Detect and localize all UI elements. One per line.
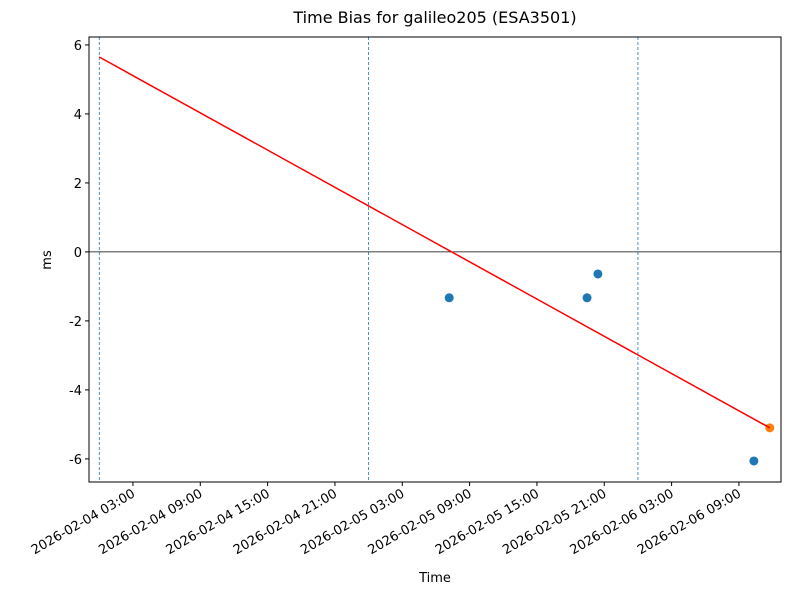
data-point: [593, 269, 603, 279]
y-tick-label: -2: [69, 315, 82, 330]
y-tick-label: 6: [74, 39, 82, 54]
data-point: [582, 293, 592, 303]
y-axis-label: ms: [40, 250, 55, 270]
data-point: [444, 293, 454, 303]
x-axis-label: Time: [418, 571, 451, 586]
chart-title: Time Bias for galileo205 (ESA3501): [292, 8, 576, 27]
y-tick-label: 0: [74, 246, 82, 261]
y-tick-label: -4: [69, 384, 82, 399]
data-point: [749, 456, 759, 466]
y-tick-label: 4: [74, 108, 82, 123]
trend-line: [98, 56, 771, 429]
plot-frame: [88, 36, 782, 483]
y-tick-label: -6: [69, 453, 82, 468]
y-tick-label: 2: [74, 177, 82, 192]
